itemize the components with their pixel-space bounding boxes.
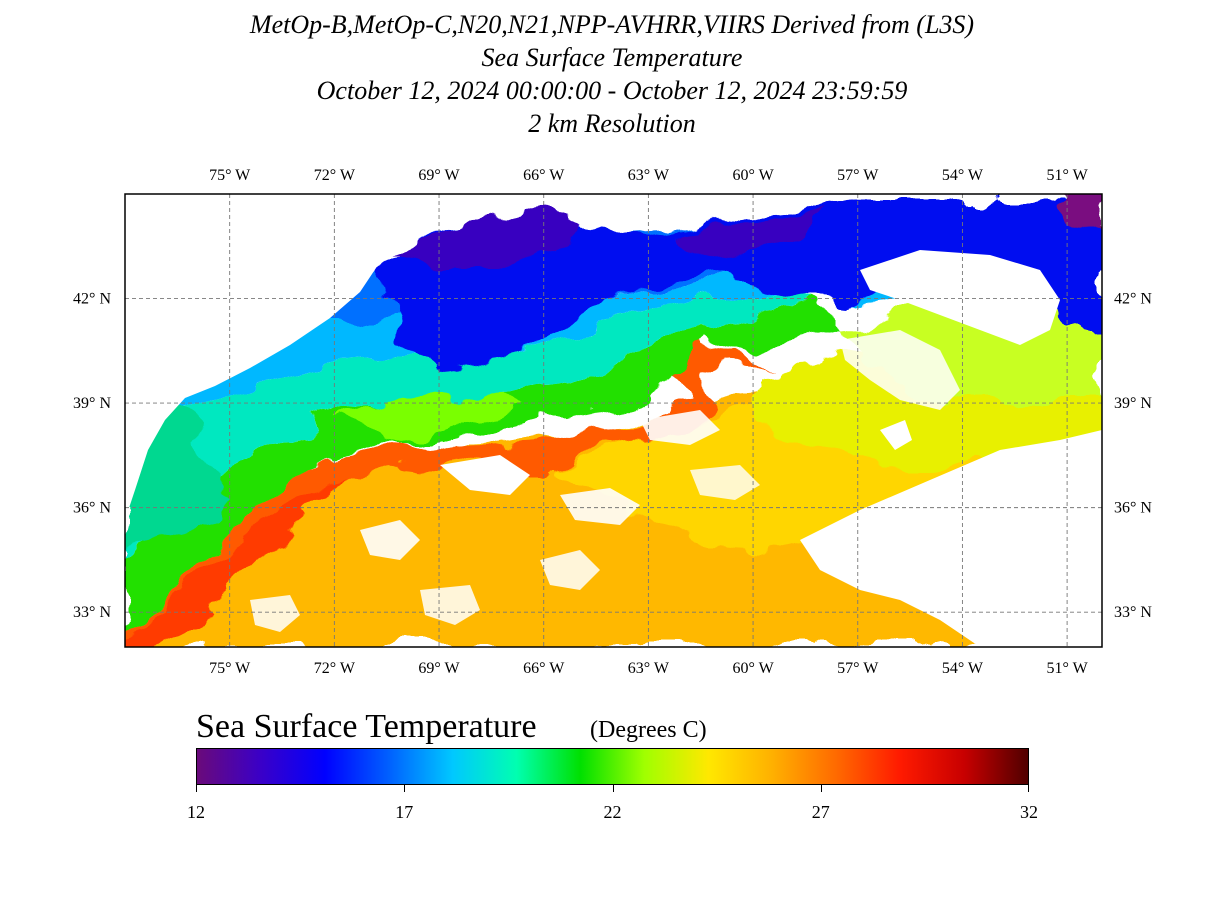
coordinate-labels: 75° W 75° W 72° W 72° W 69° W 69° W 66° W 66° W… xyxy=(73,167,1152,677)
lon-label-top: 51° W xyxy=(1046,167,1088,184)
colorbar-units: (Degrees C) xyxy=(590,717,707,743)
map-title: MetOp-B,MetOp-C,N20,N21,NPP-AVHRR,VIIRS … xyxy=(0,8,1224,140)
colorbar-tick xyxy=(196,785,197,792)
lon-label-bottom: 66° W xyxy=(523,660,565,677)
lat-label-left: 39° N xyxy=(73,395,111,412)
colorbar-tick-label: 27 xyxy=(811,802,830,822)
lon-label-bottom: 60° W xyxy=(732,660,774,677)
lon-label-bottom: 72° W xyxy=(314,660,356,677)
lon-label-bottom: 63° W xyxy=(628,660,670,677)
lon-label-top: 63° W xyxy=(628,167,670,184)
lat-label-right: 39° N xyxy=(1114,395,1152,412)
lon-label-bottom: 75° W xyxy=(209,660,251,677)
title-satellites: MetOp-B,MetOp-C,N20,N21,NPP-AVHRR,VIIRS … xyxy=(249,10,975,39)
lon-label-top: 57° W xyxy=(837,167,879,184)
colorbar-tick xyxy=(1028,785,1029,792)
colorbar-tick xyxy=(820,785,822,792)
lon-label-bottom: 54° W xyxy=(942,660,984,677)
lat-label-right: 36° N xyxy=(1114,500,1152,517)
title-time-range: October 12, 2024 00:00:00 - October 12, … xyxy=(316,76,908,105)
temperature-colorbar xyxy=(196,748,1029,785)
lat-label-right: 42° N xyxy=(1114,291,1152,308)
graticule xyxy=(125,194,1102,647)
colorbar-tick xyxy=(404,785,406,792)
map-frame xyxy=(124,193,1103,648)
colorbar-tick-label: 12 xyxy=(187,802,205,822)
colorbar-tick xyxy=(612,785,614,792)
lon-label-bottom: 51° W xyxy=(1046,660,1088,677)
lon-label-top: 60° W xyxy=(732,167,774,184)
title-resolution: 2 km Resolution xyxy=(528,109,696,138)
lon-label-top: 54° W xyxy=(942,167,984,184)
lon-label-bottom: 57° W xyxy=(837,660,879,677)
lon-label-top: 69° W xyxy=(418,167,460,184)
lon-label-top: 75° W xyxy=(209,167,251,184)
lon-label-top: 72° W xyxy=(314,167,356,184)
colorbar-tick-label: 22 xyxy=(603,802,622,822)
lat-label-left: 33° N xyxy=(73,604,111,621)
lat-label-left: 42° N xyxy=(73,291,111,308)
lon-label-top: 66° W xyxy=(523,167,565,184)
title-product: Sea Surface Temperature xyxy=(481,43,743,72)
lat-label-left: 36° N xyxy=(73,500,111,517)
colorbar-tick-label: 32 xyxy=(1020,802,1038,822)
colorbar-tick-label: 17 xyxy=(395,802,414,822)
lon-label-bottom: 69° W xyxy=(418,660,460,677)
sst-field xyxy=(125,194,1102,647)
colorbar-title: Sea Surface Temperature xyxy=(196,708,537,745)
lat-label-right: 33° N xyxy=(1114,604,1152,621)
